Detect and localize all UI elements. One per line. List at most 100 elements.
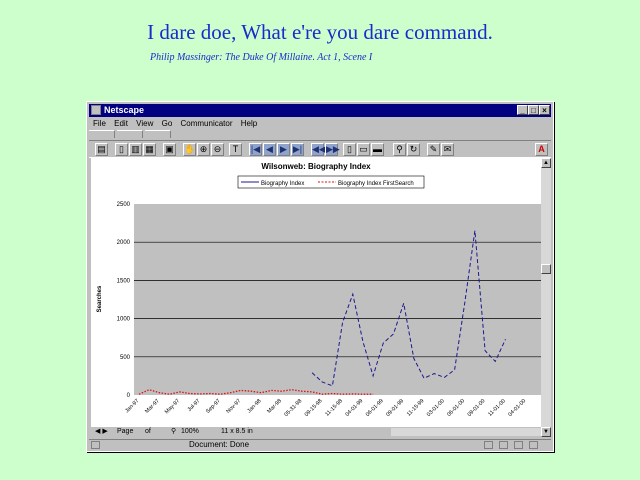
zoom-icon: ⚲ <box>171 428 177 435</box>
x-tick-label: 11-15-98 <box>324 398 344 418</box>
toolbar-tab[interactable] <box>145 130 171 138</box>
vertical-scrollbar[interactable]: ▲ ▼ <box>541 158 551 437</box>
notes-icon[interactable]: ✉ <box>441 143 454 156</box>
browser-window: Netscape _ □ × File Edit View Go Communi… <box>86 101 554 452</box>
adobe-logo-icon: A <box>535 143 548 156</box>
find-icon[interactable]: ⚲ <box>393 143 406 156</box>
print-icon[interactable]: ▤ <box>95 143 108 156</box>
component-bar-icon[interactable] <box>484 441 493 449</box>
x-tick-label: 09-01-00 <box>467 398 487 418</box>
menu-go[interactable]: Go <box>161 119 173 128</box>
mail-icon[interactable] <box>499 441 508 449</box>
x-tick-label: 09-01-99 <box>385 398 405 418</box>
x-axis-ticks: Jan-97 Mar-97 May-97 Jul-97 Sep-97 Nov-97 Jan-… <box>124 398 527 418</box>
biography-index-chart: Wilsonweb: Biography Index Biography Ind… <box>97 162 541 418</box>
menu-edit[interactable]: Edit <box>114 119 128 128</box>
x-tick-label: 11-15-99 <box>406 398 426 418</box>
x-tick-label: Jul-97 <box>187 398 202 413</box>
scroll-up-icon[interactable]: ▲ <box>541 158 551 168</box>
y-axis-label: Searches <box>97 285 103 312</box>
series-line-firstsearch <box>138 389 374 395</box>
last-page-icon[interactable]: ▶| <box>291 143 304 156</box>
y-tick-label: 2000 <box>117 240 131 246</box>
netscape-icon <box>91 105 101 115</box>
prev-page-icon[interactable]: ◀ <box>263 143 276 156</box>
toolbar-tab[interactable] <box>89 130 115 138</box>
toolbar-tabs <box>89 130 551 139</box>
y-tick-label: 1000 <box>117 317 131 323</box>
thumbnails-icon[interactable]: ▦ <box>143 143 156 156</box>
menu-communicator[interactable]: Communicator <box>180 119 233 128</box>
series-line-biography-index <box>311 230 506 387</box>
minimize-button[interactable]: _ <box>517 105 528 115</box>
bookmarks-icon[interactable]: ▥ <box>129 143 142 156</box>
page-size: 11 x 8.5 in <box>221 428 253 435</box>
toolbar-tab[interactable] <box>117 130 143 138</box>
y-tick-label: 1500 <box>117 278 131 284</box>
fit-page-icon[interactable]: ▭ <box>357 143 370 156</box>
x-tick-label: 06-01-00 <box>446 398 466 418</box>
x-tick-label: Mar-97 <box>144 398 161 415</box>
page-only-icon[interactable]: ▯ <box>115 143 128 156</box>
chart-legend: Biography Index Biography Index FirstSea… <box>237 175 425 189</box>
x-tick-label: Jan-97 <box>124 398 140 414</box>
x-tick-label: 09-15-98 <box>304 398 324 418</box>
plot-area <box>134 204 541 395</box>
x-tick-label: 11-01-00 <box>487 398 507 418</box>
maximize-button[interactable]: □ <box>528 105 539 115</box>
x-tick-label: Mar-98 <box>266 398 283 415</box>
page-arrows-icon[interactable]: ◀ ▶ <box>95 428 108 435</box>
menu-bar: File Edit View Go Communicator Help <box>89 118 551 129</box>
status-bar: Document: Done <box>89 439 551 450</box>
menu-file[interactable]: File <box>93 119 106 128</box>
actual-size-icon[interactable]: ▯ <box>343 143 356 156</box>
menu-help[interactable]: Help <box>240 119 258 128</box>
next-page-icon[interactable]: ▶ <box>277 143 290 156</box>
y-axis-ticks: 0 500 1000 1500 2000 2500 <box>117 202 131 399</box>
x-tick-label: Jan-98 <box>246 398 262 414</box>
acrobat-status-bar: ◀ ▶ Page of ⚲ 100% 11 x 8.5 in <box>91 427 541 437</box>
x-tick-label: 05-31-98 <box>283 398 303 418</box>
edit-icon[interactable]: ✎ <box>427 143 440 156</box>
close-button[interactable]: × <box>539 105 550 115</box>
page-of-label: of <box>145 428 151 435</box>
y-tick-label: 500 <box>120 355 131 361</box>
first-page-icon[interactable]: |◀ <box>249 143 262 156</box>
go-forward-icon[interactable]: ▶▶ <box>325 143 340 156</box>
legend-box <box>237 175 425 189</box>
pdf-document-view[interactable]: Wilsonweb: Biography Index Biography Ind… <box>91 158 541 427</box>
legend-label-biography-index: Biography Index <box>261 181 304 187</box>
zoom-in-icon[interactable]: ⊕ <box>197 143 210 156</box>
x-tick-label: 04-01-00 <box>507 398 527 418</box>
fullscreen-icon[interactable]: ▣ <box>163 143 176 156</box>
text-select-icon[interactable]: T <box>229 143 242 156</box>
rotate-icon[interactable]: ↻ <box>407 143 420 156</box>
composer-icon[interactable] <box>529 441 538 449</box>
acrobat-toolbar: ▤ ▯ ▥ ▦ ▣ ✋ ⊕ ⊖ T |◀ ◀ ▶ ▶| ◀◀ ▶▶ ▯ ▭ ▬ … <box>89 140 551 158</box>
menu-view[interactable]: View <box>136 119 154 128</box>
chart-title: Wilsonweb: Biography Index <box>261 162 371 171</box>
window-titlebar[interactable]: Netscape _ □ × <box>89 104 551 117</box>
discussion-icon[interactable] <box>514 441 523 449</box>
go-back-icon[interactable]: ◀◀ <box>311 143 326 156</box>
hand-tool-icon[interactable]: ✋ <box>183 143 196 156</box>
slide-subtitle: Philip Massinger: The Duke Of Millaine. … <box>150 52 373 63</box>
zoom-level[interactable]: 100% <box>181 428 199 435</box>
status-text: Document: Done <box>189 440 250 449</box>
y-tick-label: 2500 <box>117 202 131 208</box>
x-tick-label: Sep-97 <box>205 398 222 415</box>
x-tick-label: Nov-97 <box>225 398 242 415</box>
x-tick-label: 03-01-00 <box>426 398 446 418</box>
scroll-thumb[interactable] <box>541 264 551 274</box>
x-tick-label: May-97 <box>164 398 181 415</box>
scroll-down-icon[interactable]: ▼ <box>541 427 551 437</box>
window-title: Netscape <box>104 105 145 115</box>
page-label: Page <box>117 428 134 435</box>
fit-width-icon[interactable]: ▬ <box>371 143 384 156</box>
zoom-out-icon[interactable]: ⊖ <box>211 143 224 156</box>
horizontal-scrollbar[interactable] <box>391 428 541 436</box>
y-tick-label: 0 <box>127 393 131 399</box>
slide-title: I dare doe, What e're you dare command. <box>147 20 493 44</box>
legend-label-firstsearch: Biography Index FirstSearch <box>338 181 414 187</box>
security-lock-icon[interactable] <box>91 441 100 449</box>
